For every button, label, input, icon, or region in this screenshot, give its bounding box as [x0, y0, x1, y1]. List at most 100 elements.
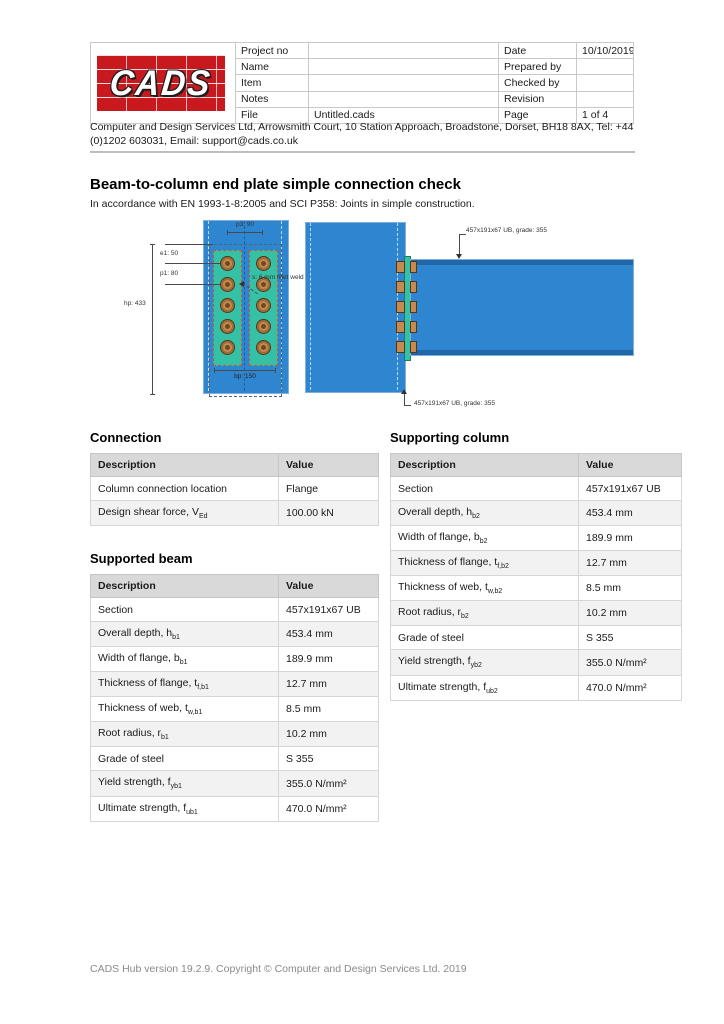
subscript: f,b2 — [497, 563, 509, 571]
subscript: b1 — [172, 634, 180, 642]
bolt-nut — [410, 281, 417, 293]
supported-beam-section: Supported beam Description Value Section… — [90, 551, 379, 822]
dimension-tick — [227, 230, 228, 235]
row-description: Ultimate strength, fub1 — [90, 795, 279, 822]
table-row: Overall depth, hb1 453.4 mm — [90, 620, 379, 648]
meta-row: File Untitled.cads Page 1 of 4 — [91, 106, 634, 124]
dimension-tick — [262, 230, 263, 235]
weld-note: s: 6 mm fillet weld — [252, 274, 304, 281]
meta-label: Name — [235, 58, 309, 76]
table-header-row: Description Value — [90, 453, 379, 477]
row-description: Yield strength, fyb1 — [90, 770, 279, 797]
bolt — [256, 277, 271, 292]
flange-edge-line — [208, 221, 209, 391]
row-description: Width of flange, bb2 — [390, 525, 579, 552]
column-header-description: Description — [90, 574, 279, 598]
row-value: 457x191x67 UB — [278, 597, 379, 622]
bolt-head — [396, 341, 405, 353]
meta-row: Item Checked by — [91, 74, 634, 92]
row-description: Section — [390, 476, 579, 501]
meta-label: Checked by — [498, 74, 577, 92]
row-description: Overall depth, hb2 — [390, 499, 579, 527]
column-header-description: Description — [90, 453, 279, 477]
meta-label: Page — [498, 106, 577, 124]
section-heading-supporting-column: Supporting column — [390, 430, 510, 445]
company-address: Computer and Design Services Ltd, Arrows… — [90, 121, 634, 147]
logo-cell: CADS — [90, 42, 236, 124]
header-divider — [90, 151, 635, 153]
table-row: Ultimate strength, fub2 470.0 N/mm² — [390, 674, 682, 701]
row-value: 470.0 N/mm² — [578, 674, 682, 701]
supporting-column-table: Description Value Section 457x191x67 UB Ov… — [390, 453, 682, 701]
supporting-column-section: Supporting column Description Value Sect… — [390, 430, 682, 701]
row-description: Overall depth, hb1 — [90, 620, 279, 648]
meta-label: Date — [498, 41, 577, 60]
table-row: Design shear force, VEd 100.00 kN — [90, 499, 379, 527]
row-description: Root radius, rb1 — [90, 721, 279, 748]
row-description: Grade of steel — [90, 746, 279, 772]
bolt — [220, 256, 235, 271]
page-title: Beam-to-column end plate simple connecti… — [90, 176, 461, 193]
column-header-value: Value — [278, 453, 379, 477]
table-row: Root radius, rb1 10.2 mm — [90, 721, 379, 748]
table-row: Section 457x191x67 UB — [90, 597, 379, 622]
row-value: 189.9 mm — [578, 525, 682, 552]
leader-line — [404, 405, 411, 406]
row-value: 8.5 mm — [578, 575, 682, 602]
meta-value — [576, 90, 634, 108]
subscript: b2 — [461, 613, 469, 621]
meta-row: Notes Revision — [91, 90, 634, 108]
end-plate-outline — [209, 244, 282, 397]
subscript: b1 — [161, 734, 169, 742]
meta-label: Item — [235, 74, 309, 92]
subscript: b1 — [179, 659, 188, 667]
subscript: f,b1 — [197, 684, 209, 692]
table-header-row: Description Value — [90, 574, 379, 598]
row-value: 100.00 kN — [278, 499, 379, 527]
leader-arrow — [456, 254, 462, 259]
bolt — [256, 340, 271, 355]
column-header-value: Value — [278, 574, 379, 598]
dimension-p1: p1: 80 — [160, 270, 179, 277]
row-description: Thickness of web, tw,b2 — [390, 575, 579, 602]
bolt-head — [396, 281, 405, 293]
footer-text: CADS Hub version 19.2.9. Copyright © Com… — [90, 963, 467, 975]
meta-value — [308, 90, 499, 108]
row-description: Column connection location — [90, 476, 279, 501]
row-value: 470.0 N/mm² — [278, 795, 379, 822]
leader-arrow — [239, 281, 244, 287]
table-row: Width of flange, bb1 189.9 mm — [90, 646, 379, 673]
cads-logo: CADS — [97, 54, 225, 111]
table-row: Yield strength, fyb1 355.0 N/mm² — [90, 770, 379, 797]
column-header-description: Description — [390, 453, 579, 477]
column-annotation: 457x191x67 UB, grade: 355 — [414, 400, 495, 407]
row-value: 457x191x67 UB — [578, 476, 682, 501]
dimension-tick — [214, 368, 215, 373]
bolt-head — [396, 321, 405, 333]
section-heading-connection: Connection — [90, 430, 162, 445]
bolt — [220, 298, 235, 313]
leader-line — [404, 393, 405, 405]
row-value: 10.2 mm — [578, 600, 682, 627]
column-header-value: Value — [578, 453, 682, 477]
dimension-p3: p3: 90 — [235, 221, 255, 228]
row-value: 453.4 mm — [278, 620, 379, 648]
column-edge-line — [310, 223, 311, 390]
meta-value — [308, 74, 499, 92]
dimension-tick — [150, 244, 155, 245]
row-value: 8.5 mm — [278, 696, 379, 723]
row-value: 355.0 N/mm² — [578, 649, 682, 676]
row-value: 10.2 mm — [278, 721, 379, 748]
bolt-nut — [410, 341, 417, 353]
row-value: Flange — [278, 476, 379, 501]
dimension-bp: bp: 150 — [234, 373, 256, 380]
row-value: S 355 — [578, 625, 682, 651]
subscript: b2 — [479, 538, 488, 546]
table-row: Column connection location Flange — [90, 476, 379, 501]
meta-value: 10/10/2019 — [576, 41, 634, 60]
bolt — [256, 298, 271, 313]
meta-label: File — [235, 106, 309, 124]
row-description: Grade of steel — [390, 625, 579, 651]
table-row: Grade of steel S 355 — [90, 746, 379, 772]
